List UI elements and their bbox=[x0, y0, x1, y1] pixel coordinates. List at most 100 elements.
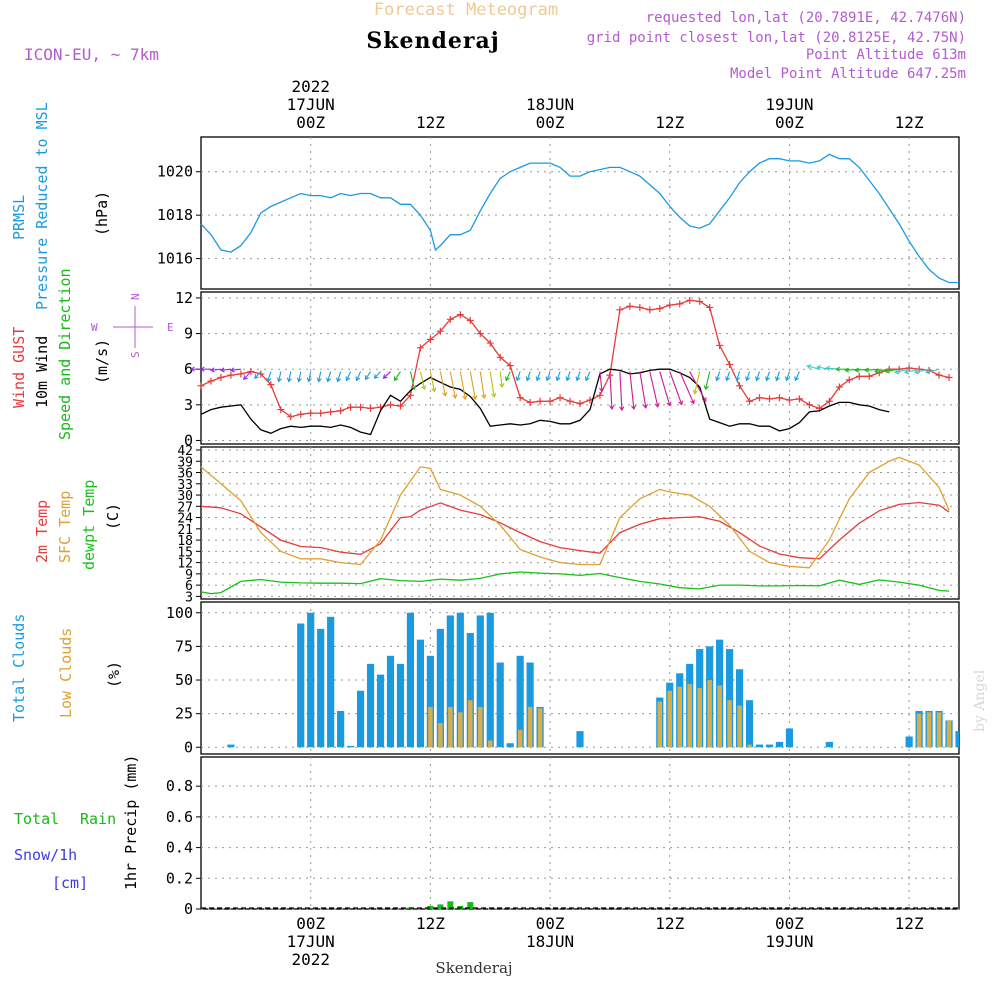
precip-ytick-label: 0.6 bbox=[166, 808, 193, 826]
rain-label-b: Rain bbox=[80, 810, 116, 828]
wind-direction-arrow bbox=[365, 371, 372, 380]
gust-marker bbox=[656, 305, 664, 313]
wind-arrow-head bbox=[431, 387, 437, 393]
wind-direction-arrow bbox=[356, 371, 362, 381]
precip-bar bbox=[437, 904, 444, 909]
wind-arrow-head bbox=[874, 368, 880, 374]
wind-arrow-head bbox=[584, 376, 590, 382]
wind-direction-arrow bbox=[914, 368, 930, 374]
gridpoint-coords: grid point closest lon,lat (20.8125E, 42… bbox=[587, 30, 966, 46]
gust-marker bbox=[825, 397, 833, 405]
precip-unit: 1hr Precip (mm) bbox=[122, 755, 140, 890]
wind-direction-arrow bbox=[566, 371, 571, 381]
wind-direction-arrow bbox=[785, 371, 790, 381]
precip-frame bbox=[200, 756, 960, 910]
wind-arrow-head bbox=[373, 374, 379, 379]
precip-labels: Total Rain Snow/1h [cm] 1hr Precip (mm) bbox=[14, 755, 140, 892]
clouds-bar bbox=[657, 701, 663, 748]
gust-marker bbox=[945, 374, 953, 381]
wind-direction-arrow bbox=[489, 371, 495, 397]
wind-arrow-head bbox=[462, 395, 468, 401]
top-time-label: 12Z bbox=[655, 113, 684, 132]
wind-direction-arrow bbox=[609, 371, 613, 409]
clouds-bar bbox=[516, 655, 524, 748]
prmsl-series-prmsl bbox=[200, 153, 959, 284]
temp-ytick-label: 21 bbox=[177, 523, 193, 538]
clouds-bar bbox=[448, 706, 453, 748]
temp-label-2: SFC Temp bbox=[56, 491, 74, 563]
snow-label-b: [cm] bbox=[52, 874, 88, 892]
gust-marker bbox=[626, 302, 634, 310]
prmsl-ytick-label: 1018 bbox=[157, 206, 193, 224]
wind-direction-arrow bbox=[499, 371, 503, 388]
wind-direction-arrow bbox=[689, 371, 707, 402]
temp-ytick-label: 39 bbox=[177, 455, 193, 470]
wind-direction-arrow bbox=[895, 368, 910, 374]
gust-marker bbox=[546, 397, 554, 405]
gust-marker bbox=[287, 413, 295, 421]
wind-arrow-head bbox=[296, 377, 302, 383]
model-label: ICON-EU, ~ 7km bbox=[24, 45, 159, 64]
gust-marker bbox=[436, 327, 444, 335]
wind-arrow-head bbox=[555, 376, 561, 382]
gust-marker bbox=[576, 400, 584, 408]
bottom-time-label: 00Z bbox=[775, 914, 804, 933]
wind-arrow-head bbox=[884, 368, 890, 374]
clouds-bar bbox=[717, 685, 722, 748]
wind-arrow-head bbox=[678, 400, 684, 406]
prmsl-frame bbox=[200, 136, 960, 290]
wind-arrow-head bbox=[854, 367, 860, 373]
wind-direction-arrow bbox=[449, 371, 456, 399]
clouds-bar bbox=[677, 686, 682, 748]
top-time-label: 12Z bbox=[416, 113, 445, 132]
wind-arrow-head bbox=[864, 367, 870, 373]
temp-ytick-label: 15 bbox=[177, 545, 193, 560]
gust-marker bbox=[357, 403, 365, 411]
wind-direction-arrow bbox=[705, 371, 711, 390]
clouds-bar bbox=[426, 655, 434, 748]
cloud-label-1: Total Clouds bbox=[10, 614, 28, 722]
wind-arrow-head bbox=[725, 376, 731, 382]
wind-arrow-head bbox=[609, 405, 615, 410]
clouds-bar bbox=[428, 706, 433, 748]
top-time-label: 18JUN bbox=[526, 95, 574, 114]
gust-marker bbox=[476, 330, 484, 338]
clouds-bar bbox=[726, 649, 734, 748]
wind-label-1: Wind GUST bbox=[10, 327, 28, 408]
bottom-time-label: 12Z bbox=[895, 914, 924, 933]
wind-arrow-head bbox=[666, 401, 672, 407]
clouds-bar bbox=[468, 700, 473, 748]
top-time-label: 00Z bbox=[536, 113, 565, 132]
gust-marker bbox=[297, 410, 305, 418]
gust-marker bbox=[396, 402, 404, 410]
clouds-bar bbox=[537, 708, 543, 748]
gust-marker bbox=[795, 395, 803, 403]
wind-direction-arrow bbox=[439, 371, 446, 396]
gust-marker bbox=[486, 339, 494, 347]
gust-marker bbox=[666, 301, 674, 309]
bottom-time-label: 2022 bbox=[291, 950, 330, 969]
wind-direction-arrow bbox=[267, 371, 272, 382]
wind-direction-arrow bbox=[394, 371, 401, 381]
gust-marker bbox=[426, 336, 434, 343]
wind-direction-arrow bbox=[807, 365, 820, 370]
wind-ytick-label: 12 bbox=[175, 289, 193, 307]
gust-marker bbox=[556, 394, 564, 402]
footer-station: Skenderaj bbox=[435, 959, 512, 977]
wind-arrow-head bbox=[515, 376, 521, 382]
clouds-bar bbox=[307, 612, 315, 748]
wind-direction-arrow bbox=[794, 371, 800, 381]
gust-marker bbox=[905, 364, 913, 372]
wind-arrow-head bbox=[654, 402, 660, 408]
wind-frame bbox=[200, 291, 960, 445]
cloud-label-2: Low Clouds bbox=[57, 628, 75, 718]
clouds-bar bbox=[337, 710, 345, 748]
wind-arrow-head bbox=[525, 376, 531, 382]
gust-marker bbox=[925, 366, 933, 374]
clouds-bar bbox=[745, 700, 754, 748]
wind-arrow-head bbox=[355, 376, 361, 382]
gust-marker bbox=[756, 394, 764, 402]
gust-marker bbox=[716, 341, 724, 349]
model-altitude: Model Point Altitude 647.25m bbox=[730, 66, 966, 82]
gust-marker bbox=[267, 381, 275, 389]
